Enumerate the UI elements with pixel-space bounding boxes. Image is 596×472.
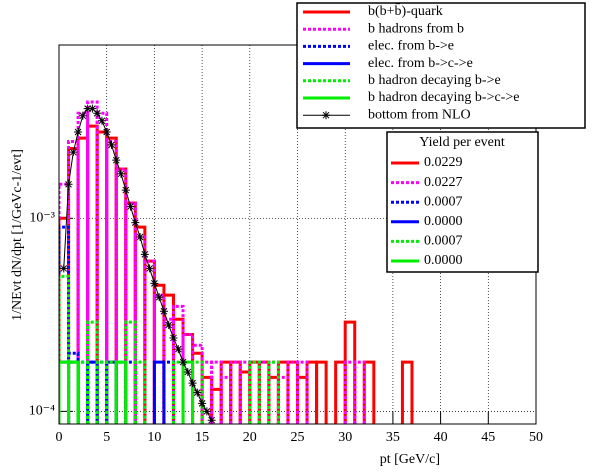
nlo-point xyxy=(97,116,106,125)
nlo-point xyxy=(145,264,154,273)
yield-label: 0.0007 xyxy=(424,234,463,249)
legend-label: b hadrons from b xyxy=(368,21,464,36)
nlo-point xyxy=(207,416,216,424)
x-tick-label: 35 xyxy=(386,430,400,445)
nlo-point xyxy=(179,358,188,367)
nlo-point xyxy=(202,407,211,416)
yield-label: 0.0227 xyxy=(424,175,463,190)
legend-label: bottom from NLO xyxy=(368,107,471,122)
x-tick-label: 10 xyxy=(147,430,161,445)
legend-box xyxy=(296,2,586,129)
yield-legend-title: Yield per event xyxy=(419,135,505,150)
histogram-bin xyxy=(296,360,309,424)
y-tick-label: 10⁻³ xyxy=(29,211,55,226)
y-tick-label: 10⁻⁴ xyxy=(29,404,55,419)
legend-label: b hadron decaying b->c->e xyxy=(368,90,519,105)
legend-label: b(b+b̄)-quark xyxy=(368,3,443,19)
nlo-point xyxy=(126,202,135,211)
histogram-bin xyxy=(219,375,233,424)
x-axis-label: pt [GeV/c] xyxy=(380,452,440,467)
y-axis-label: 1/NEvt dN/dpt [1/GeVc-1/evt] xyxy=(10,149,25,321)
nlo-point xyxy=(131,218,140,227)
nlo-point xyxy=(136,233,145,242)
histogram-bin xyxy=(152,293,166,424)
yield-label: 0.0229 xyxy=(424,155,463,170)
nlo-point xyxy=(78,111,87,120)
nlo-point xyxy=(155,293,164,302)
x-tick-label: 30 xyxy=(338,430,352,445)
nlo-point xyxy=(107,140,116,149)
nlo-point xyxy=(117,169,126,178)
nlo-point xyxy=(121,186,130,195)
x-tick-label: 45 xyxy=(481,430,495,445)
x-tick-label: 0 xyxy=(56,430,63,445)
nlo-point xyxy=(69,148,78,157)
histogram-bin xyxy=(152,360,166,424)
nlo-point xyxy=(64,180,73,189)
nlo-point xyxy=(112,156,121,165)
yield-label: 0.0000 xyxy=(424,214,463,229)
histogram-bin xyxy=(59,274,71,424)
histogram-bin xyxy=(400,360,414,424)
nlo-point xyxy=(174,345,183,354)
nlo-point xyxy=(59,264,68,273)
yield-legend-box xyxy=(386,131,539,273)
legend-label: b hadron decaying b->e xyxy=(368,73,501,88)
plot-area xyxy=(59,100,414,424)
nlo-point xyxy=(140,250,149,259)
nlo-point xyxy=(74,127,83,136)
legend-star xyxy=(322,111,330,120)
x-tick-label: 20 xyxy=(243,430,257,445)
legend-label: elec. from b->e xyxy=(368,39,454,54)
yield-label: 0.0000 xyxy=(424,253,463,268)
histogram-bin xyxy=(59,225,71,424)
histogram-bin xyxy=(133,360,147,424)
x-tick-label: 40 xyxy=(434,430,448,445)
nlo-point xyxy=(83,104,92,113)
histogram-bin xyxy=(315,360,328,424)
histogram-bin xyxy=(67,360,80,424)
nlo-point xyxy=(93,109,102,118)
x-tick-label: 50 xyxy=(529,430,543,445)
x-tick-label: 15 xyxy=(195,430,209,445)
nlo-point xyxy=(164,321,173,330)
histogram-bin xyxy=(353,360,366,424)
histogram-bin xyxy=(276,375,290,424)
nlo-point xyxy=(183,367,192,376)
nlo-point xyxy=(88,104,97,113)
yield-label: 0.0007 xyxy=(424,194,463,209)
x-tick-label: 25 xyxy=(291,430,305,445)
histogram-bin xyxy=(181,360,195,424)
histogram-bin xyxy=(191,343,204,424)
x-tick-label: 5 xyxy=(103,430,110,445)
nlo-point xyxy=(198,399,207,408)
histogram-bin xyxy=(143,259,156,424)
nlo-point xyxy=(150,279,159,288)
histogram-bin xyxy=(248,360,261,424)
nlo-point xyxy=(159,307,168,316)
legend-label: elec. from b->c->e xyxy=(368,56,473,71)
nlo-point xyxy=(169,333,178,342)
nlo-point xyxy=(188,379,197,388)
nlo-point xyxy=(193,388,202,397)
histogram-bin xyxy=(114,360,128,424)
histogram-bin xyxy=(267,360,280,424)
nlo-point xyxy=(102,127,111,136)
